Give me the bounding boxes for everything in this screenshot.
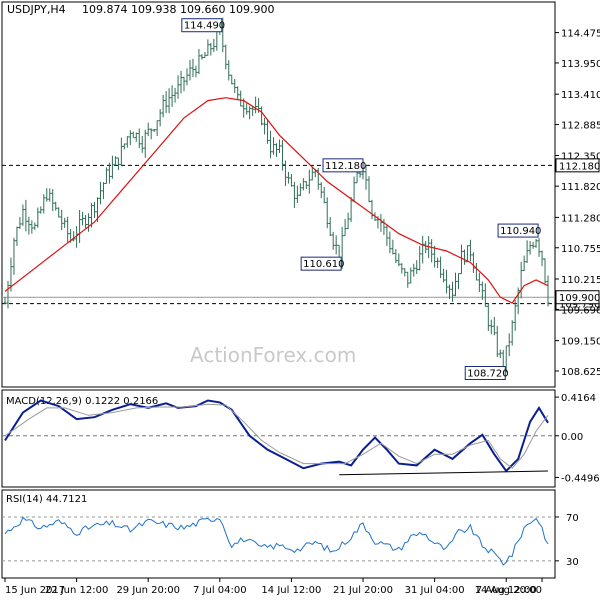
price-tick-label-4: 112.350 <box>561 152 600 163</box>
pivot-box-1 <box>322 158 364 173</box>
level-label-2: 109.900 <box>559 293 600 304</box>
macd-title: MACD(12,26,9) 0.1222 0.2166 <box>6 396 158 407</box>
price-tick-label-0: 114.475 <box>561 29 600 40</box>
level-label-box-0 <box>555 158 600 173</box>
x-tick-label-1: 22 Jun 12:00 <box>45 585 109 596</box>
macd-axis-ticks: 0.4164 0.00 -0.4496 <box>555 393 600 484</box>
x-tick-label-2: 29 Jun 20:00 <box>116 585 180 596</box>
x-tick-label-3: 7 Jul 04:00 <box>193 585 247 596</box>
pivot-box-4 <box>464 365 506 380</box>
price-tick-label-2: 113.410 <box>561 90 600 101</box>
rsi-lines <box>2 516 555 566</box>
level-label-1: 109.790 <box>559 300 600 311</box>
pivot-label-4: 108.720 <box>467 368 508 379</box>
x-tick-label-8: 14 Aug 20:00 <box>475 585 542 596</box>
x-tick-label-0: 15 Jun 2017 <box>5 585 65 596</box>
pivot-label-2: 110.610 <box>303 259 344 270</box>
pivot-label-1: 112.180 <box>325 161 366 172</box>
watermark: ActionForex.com <box>190 343 356 367</box>
level-label-0: 112.180 <box>559 161 600 172</box>
rsi-series-0 <box>4 516 549 566</box>
rsi-tick-label-1: 30 <box>566 557 579 568</box>
price-axis-ticks: 114.475 113.950 113.410 112.885 112.350 111.8… <box>555 29 600 378</box>
x-tick-label-4: 14 Jul 12:00 <box>261 585 321 596</box>
price-annotations: 114.490 112.180 110.610 110.940 108.720 <box>181 18 541 380</box>
pivot-box-3 <box>497 223 539 238</box>
price-panel <box>1 1 556 388</box>
rsi-axis-ticks: 70 30 <box>555 513 579 568</box>
price-tick-label-6: 111.280 <box>561 213 600 224</box>
price-tick-label-3: 112.885 <box>561 121 600 132</box>
price-tick-label-9: 109.690 <box>561 305 600 316</box>
macd-panel <box>1 389 556 488</box>
ma-series-0 <box>4 97 549 304</box>
rsi-tick-label-0: 70 <box>566 513 579 524</box>
chart-header-symbol: USDJPY,H4 <box>7 3 66 16</box>
x-tick-label-6: 31 Jul 04:00 <box>405 585 465 596</box>
x-tick-label-7: 7 Aug 12:00 <box>476 585 537 596</box>
price-tick-label-7: 110.755 <box>561 244 600 255</box>
macd-tick-label-2: -0.4496 <box>561 473 600 484</box>
price-candles <box>3 17 550 379</box>
macd-series-1 <box>4 403 549 469</box>
price-tick-label-1: 113.950 <box>561 59 600 70</box>
macd-tick-label-0: 0.4164 <box>561 393 596 404</box>
x-tick-label-5: 21 Jul 20:00 <box>333 585 393 596</box>
price-tick-label-10: 109.150 <box>561 337 600 348</box>
chart-header-ohlc: 109.874 109.938 109.660 109.900 <box>82 3 274 16</box>
pivot-box-2 <box>300 256 342 271</box>
macd-lines <box>2 399 555 476</box>
price-tick-label-8: 110.215 <box>561 275 600 286</box>
pivot-label-3: 110.940 <box>500 226 541 237</box>
level-label-box-2 <box>555 290 600 305</box>
price-tick-label-11: 108.625 <box>561 367 600 378</box>
moving-average-line <box>4 97 549 304</box>
price-tick-label-5: 111.820 <box>561 182 600 193</box>
macd-series-0 <box>4 399 549 473</box>
macd-tick-label-1: 0.00 <box>561 432 583 443</box>
rsi-title: RSI(14) 44.7121 <box>6 494 87 505</box>
pivot-box-0 <box>181 18 223 33</box>
pivot-label-0: 114.490 <box>184 21 225 32</box>
rsi-panel <box>1 489 556 579</box>
macd-series-2 <box>339 470 549 476</box>
